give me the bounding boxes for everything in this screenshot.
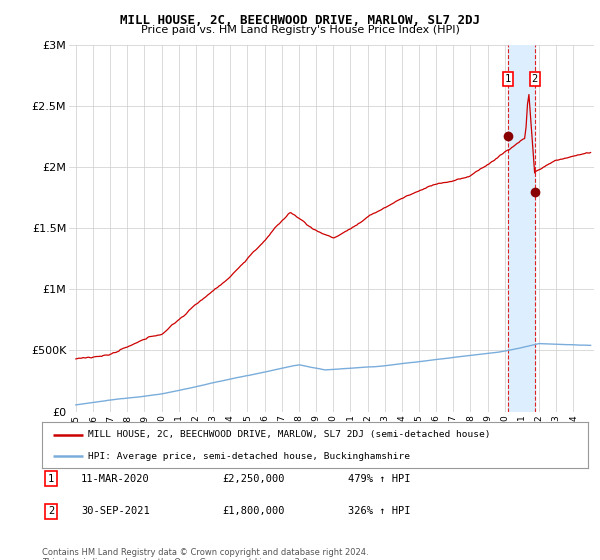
- Text: 1: 1: [505, 74, 511, 84]
- Text: 326% ↑ HPI: 326% ↑ HPI: [348, 506, 410, 516]
- Text: 2: 2: [48, 506, 54, 516]
- Bar: [508, 45, 535, 412]
- Text: 30-SEP-2021: 30-SEP-2021: [81, 506, 150, 516]
- Text: Price paid vs. HM Land Registry's House Price Index (HPI): Price paid vs. HM Land Registry's House …: [140, 25, 460, 35]
- Text: 479% ↑ HPI: 479% ↑ HPI: [348, 474, 410, 484]
- Text: MILL HOUSE, 2C, BEECHWOOD DRIVE, MARLOW, SL7 2DJ: MILL HOUSE, 2C, BEECHWOOD DRIVE, MARLOW,…: [120, 14, 480, 27]
- Text: 11-MAR-2020: 11-MAR-2020: [81, 474, 150, 484]
- Text: 2: 2: [532, 74, 538, 84]
- Text: MILL HOUSE, 2C, BEECHWOOD DRIVE, MARLOW, SL7 2DJ (semi-detached house): MILL HOUSE, 2C, BEECHWOOD DRIVE, MARLOW,…: [88, 430, 491, 439]
- Text: HPI: Average price, semi-detached house, Buckinghamshire: HPI: Average price, semi-detached house,…: [88, 451, 410, 461]
- Text: 1: 1: [48, 474, 54, 484]
- Text: Contains HM Land Registry data © Crown copyright and database right 2024.
This d: Contains HM Land Registry data © Crown c…: [42, 548, 368, 560]
- Text: £1,800,000: £1,800,000: [222, 506, 284, 516]
- Text: £2,250,000: £2,250,000: [222, 474, 284, 484]
